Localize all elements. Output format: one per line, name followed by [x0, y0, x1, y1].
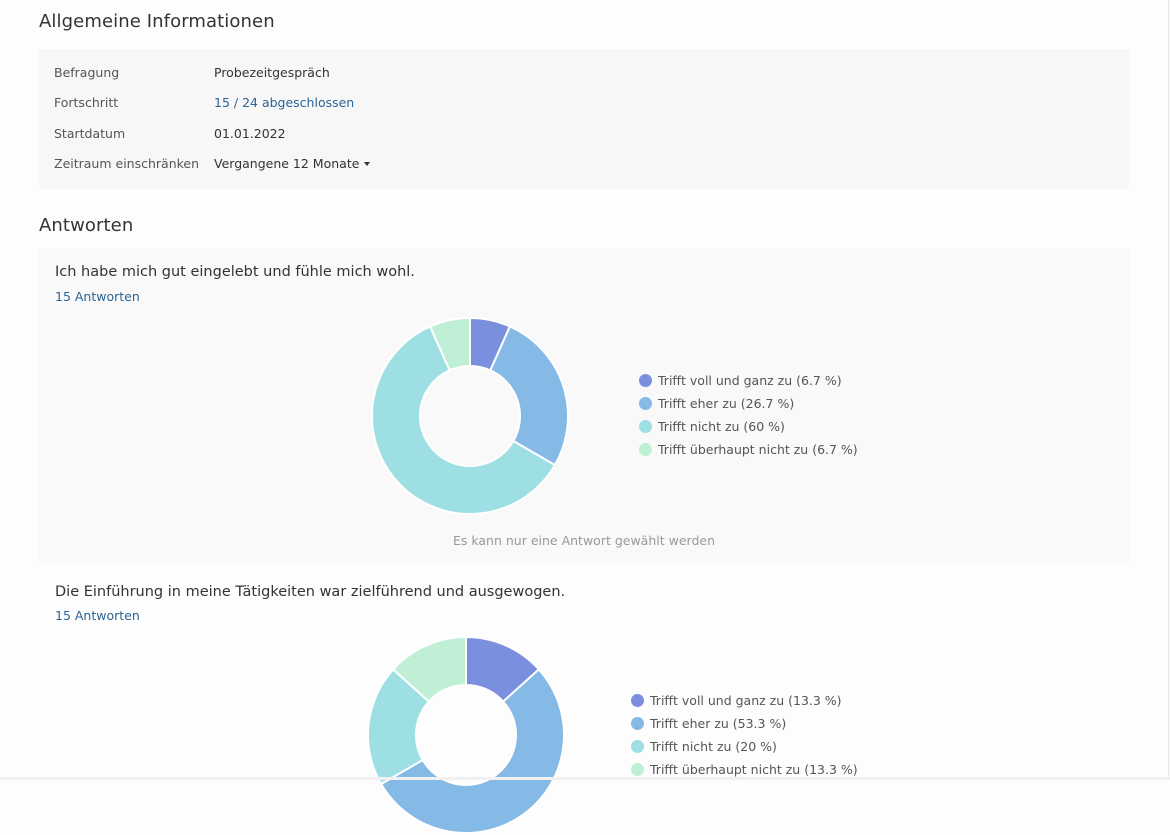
slice-ueberhaupt-nicht[interactable] — [391, 635, 467, 703]
legend-dot-icon — [631, 740, 644, 753]
legend-dot-icon — [639, 443, 652, 456]
legend-item-eher[interactable]: Trifft eher zu (53.3 %) — [631, 712, 858, 735]
timeframe-value: Vergangene 12 Monate — [214, 156, 360, 171]
legend-label: Trifft nicht zu (20 %) — [650, 739, 777, 754]
viewport-bottom-edge — [0, 777, 1170, 780]
legend-item-nicht[interactable]: Trifft nicht zu (60 %) — [639, 415, 858, 438]
legend-item-voll[interactable]: Trifft voll und ganz zu (13.3 %) — [631, 689, 858, 712]
answer-count-link[interactable]: 15 Antworten — [55, 289, 140, 304]
legend-item-nicht[interactable]: Trifft nicht zu (20 %) — [631, 735, 858, 758]
legend-dot-icon — [639, 420, 652, 433]
info-label: Zeitraum einschränken — [54, 156, 200, 171]
legend-item-ueberhaupt-nicht[interactable]: Trifft überhaupt nicht zu (13.3 %) — [631, 758, 858, 781]
legend-dot-icon — [631, 763, 644, 776]
legend-label: Trifft überhaupt nicht zu (13.3 %) — [650, 762, 858, 777]
legend-label: Trifft voll und ganz zu (6.7 %) — [658, 373, 842, 388]
section-heading-general: Allgemeine Informationen — [39, 11, 275, 32]
general-info-card: Befragung Probezeitgespräch Fortschritt … — [39, 49, 1129, 189]
question-title: Ich habe mich gut eingelebt und fühle mi… — [55, 264, 415, 280]
legend-label: Trifft eher zu (53.3 %) — [650, 716, 787, 731]
timeframe-dropdown[interactable]: Vergangene 12 Monate — [214, 156, 371, 171]
question-title: Die Einführung in meine Tätigkeiten war … — [55, 584, 566, 600]
legend-label: Trifft nicht zu (60 %) — [658, 419, 785, 434]
legend-item-eher[interactable]: Trifft eher zu (26.7 %) — [639, 392, 858, 415]
start-date: 01.01.2022 — [214, 126, 286, 141]
info-label: Startdatum — [54, 126, 126, 141]
legend-dot-icon — [639, 397, 652, 410]
legend-item-ueberhaupt-nicht[interactable]: Trifft überhaupt nicht zu (6.7 %) — [639, 438, 858, 461]
info-label: Befragung — [54, 65, 120, 80]
legend-dot-icon — [631, 717, 644, 730]
legend-dot-icon — [631, 694, 644, 707]
legend-label: Trifft eher zu (26.7 %) — [658, 396, 795, 411]
answer-count-link[interactable]: 15 Antworten — [55, 608, 140, 623]
info-label: Fortschritt — [54, 95, 119, 110]
single-choice-hint: Es kann nur eine Antwort gewählt werden — [452, 533, 715, 548]
legend-label: Trifft überhaupt nicht zu (6.7 %) — [658, 442, 858, 457]
slice-nicht[interactable] — [371, 325, 557, 515]
chart-legend: Trifft voll und ganz zu (6.7 %) Trifft e… — [639, 369, 858, 461]
progress-link[interactable]: 15 / 24 abgeschlossen — [214, 95, 355, 110]
chart-legend: Trifft voll und ganz zu (13.3 %) Trifft … — [631, 689, 858, 781]
donut-chart — [371, 316, 569, 515]
legend-label: Trifft voll und ganz zu (13.3 %) — [650, 693, 842, 708]
section-heading-answers: Antworten — [39, 215, 134, 236]
legend-dot-icon — [639, 374, 652, 387]
caret-down-icon — [364, 161, 371, 166]
slice-eher[interactable] — [489, 325, 569, 467]
slice-ueberhaupt-nicht[interactable] — [428, 316, 471, 372]
legend-item-voll[interactable]: Trifft voll und ganz zu (6.7 %) — [639, 369, 858, 392]
survey-name: Probezeitgespräch — [214, 65, 330, 80]
question-card-2: Die Einführung in meine Tätigkeiten war … — [39, 568, 1129, 834]
scrollbar-edge — [1168, 0, 1169, 780]
donut-chart — [367, 635, 565, 834]
question-card-1: Ich habe mich gut eingelebt und fühle mi… — [39, 248, 1129, 564]
